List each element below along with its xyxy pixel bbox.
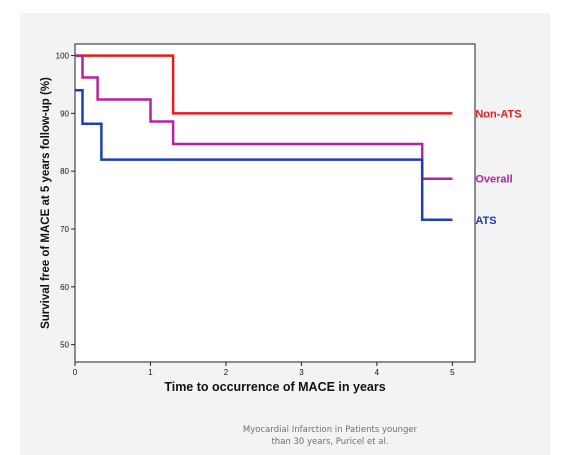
- x-axis-title: Time to occurrence of MACE in years: [164, 380, 385, 394]
- series-label-non-ats: Non-ATS: [475, 108, 521, 120]
- series-label-overall: Overall: [475, 174, 512, 186]
- x-tick-label: 1: [148, 368, 153, 377]
- caption-line-2: than 30 years, Puricel et al.: [271, 437, 389, 447]
- y-tick-label: 70: [60, 225, 69, 234]
- series-line-overall: [75, 54, 453, 180]
- caption-line-1: Myocardial Infarction in Patients younge…: [242, 425, 418, 435]
- x-tick-label: 4: [375, 368, 380, 377]
- plot-area: [74, 43, 476, 363]
- figure-caption: Myocardial Infarction in Patients younge…: [200, 424, 460, 448]
- y-axis-title: Survival free of MACE at 5 years follow-…: [40, 77, 52, 329]
- x-tick-label: 2: [224, 368, 229, 377]
- y-tick-label: 80: [60, 167, 69, 176]
- y-tick-label: 50: [60, 341, 69, 350]
- x-tick-label: 3: [299, 368, 304, 377]
- series-line-non-ats: [75, 54, 453, 115]
- y-tick-label: 60: [60, 283, 69, 292]
- x-tick-label: 5: [450, 368, 455, 377]
- x-tick-label: 0: [73, 368, 78, 377]
- series-line-ats: [75, 89, 453, 222]
- y-tick-label: 90: [60, 109, 69, 118]
- y-tick-label: 100: [56, 52, 70, 61]
- series-label-ats: ATS: [475, 215, 496, 227]
